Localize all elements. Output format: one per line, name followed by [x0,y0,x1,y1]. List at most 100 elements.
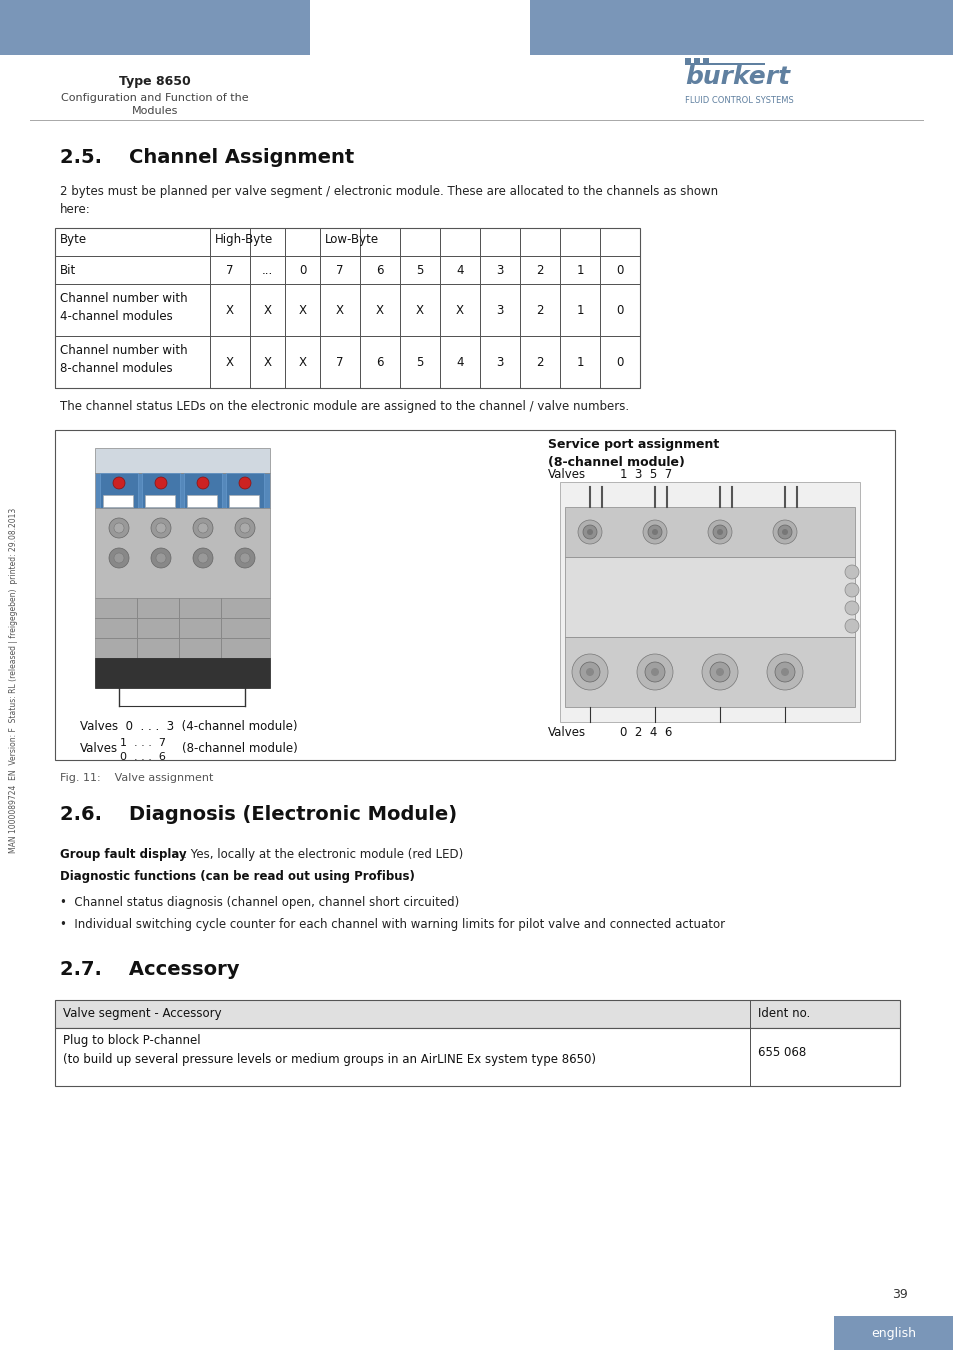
Bar [226,472,264,508]
Text: 0  2  4  6: 0 2 4 6 [619,726,672,738]
Circle shape [637,653,672,690]
Bar [564,508,854,558]
Circle shape [717,529,722,535]
Circle shape [586,529,593,535]
Text: X: X [298,304,306,316]
Text: burkert: burkert [684,65,789,89]
Text: 1: 1 [576,355,583,369]
Bar [142,472,180,508]
Text: (8-channel module): (8-channel module) [182,743,297,755]
Circle shape [239,477,251,489]
Text: 655 068: 655 068 [758,1046,805,1058]
Bar [0,0,310,55]
Circle shape [844,601,858,616]
Circle shape [113,554,124,563]
Bar [187,495,216,508]
Bar [95,598,270,657]
Text: X: X [456,304,463,316]
Circle shape [650,668,659,676]
Text: Type 8650: Type 8650 [119,76,191,88]
Text: Valve segment - Accessory: Valve segment - Accessory [63,1007,221,1021]
Text: X: X [226,304,233,316]
Text: Fig. 11:    Valve assignment: Fig. 11: Valve assignment [60,774,213,783]
Text: english: english [871,1327,916,1339]
Text: 0: 0 [298,263,306,277]
Text: 39: 39 [891,1288,907,1301]
Circle shape [701,653,738,690]
Circle shape [240,554,250,563]
Text: :: : [330,869,334,883]
Circle shape [642,520,666,544]
Text: X: X [416,304,423,316]
Circle shape [156,554,166,563]
Text: Byte: Byte [60,234,87,246]
Text: X: X [298,355,306,369]
Circle shape [193,548,213,568]
Text: 4: 4 [456,263,463,277]
Text: Valves: Valves [547,468,585,481]
Bar [833,1316,953,1350]
Circle shape [647,525,661,539]
Circle shape [844,583,858,597]
Circle shape [234,518,254,539]
Text: 1  3  5  7: 1 3 5 7 [619,468,672,481]
Text: 7: 7 [226,263,233,277]
Text: : Yes, locally at the electronic module (red LED): : Yes, locally at the electronic module … [183,848,463,861]
Circle shape [774,662,794,682]
Text: FLUID CONTROL SYSTEMS: FLUID CONTROL SYSTEMS [684,96,793,105]
Bar [559,482,859,722]
Text: 2.6.    Diagnosis (Electronic Module): 2.6. Diagnosis (Electronic Module) [60,805,456,823]
Bar [100,472,138,508]
Circle shape [196,477,209,489]
Bar [55,228,639,387]
Circle shape [772,520,796,544]
Text: 3: 3 [496,304,503,316]
Circle shape [766,653,802,690]
Circle shape [572,653,607,690]
Text: 2 bytes must be planned per valve segment / electronic module. These are allocat: 2 bytes must be planned per valve segmen… [60,185,718,216]
Bar [693,58,700,63]
Bar [564,637,854,707]
Text: 6: 6 [375,263,383,277]
Circle shape [112,477,125,489]
Text: X: X [263,304,272,316]
Circle shape [113,522,124,533]
Circle shape [193,518,213,539]
Text: Ident no.: Ident no. [758,1007,809,1021]
Text: 2.5.    Channel Assignment: 2.5. Channel Assignment [60,148,354,167]
Text: 0: 0 [616,355,623,369]
Text: Valves: Valves [547,726,585,738]
Circle shape [151,518,171,539]
Text: Bit: Bit [60,263,76,277]
Text: X: X [226,355,233,369]
Bar [221,598,222,657]
Circle shape [651,529,658,535]
Text: Valves  0  . . .  3  (4-channel module): Valves 0 . . . 3 (4-channel module) [80,720,297,733]
Text: X: X [263,355,272,369]
Text: •  Channel status diagnosis (channel open, channel short circuited): • Channel status diagnosis (channel open… [60,896,458,909]
Text: Valves: Valves [80,743,118,755]
Text: 1: 1 [576,304,583,316]
Circle shape [778,525,791,539]
Circle shape [151,548,171,568]
Circle shape [198,522,208,533]
Text: 4: 4 [456,355,463,369]
Text: Service port assignment
(8-channel module): Service port assignment (8-channel modul… [547,437,719,468]
Text: 1  . . .  7: 1 . . . 7 [120,738,166,748]
Circle shape [644,662,664,682]
Text: Low-Byte: Low-Byte [325,234,378,246]
Bar [103,495,132,508]
Bar [530,0,953,55]
Circle shape [579,662,599,682]
Text: 7: 7 [335,263,343,277]
Bar [702,58,708,63]
Text: 2: 2 [536,355,543,369]
Circle shape [109,518,129,539]
Text: 6: 6 [375,355,383,369]
Bar [95,448,270,472]
Circle shape [707,520,731,544]
Circle shape [844,620,858,633]
Bar [55,1000,899,1027]
Text: •  Individual switching cycle counter for each channel with warning limits for p: • Individual switching cycle counter for… [60,918,724,932]
Circle shape [781,529,787,535]
